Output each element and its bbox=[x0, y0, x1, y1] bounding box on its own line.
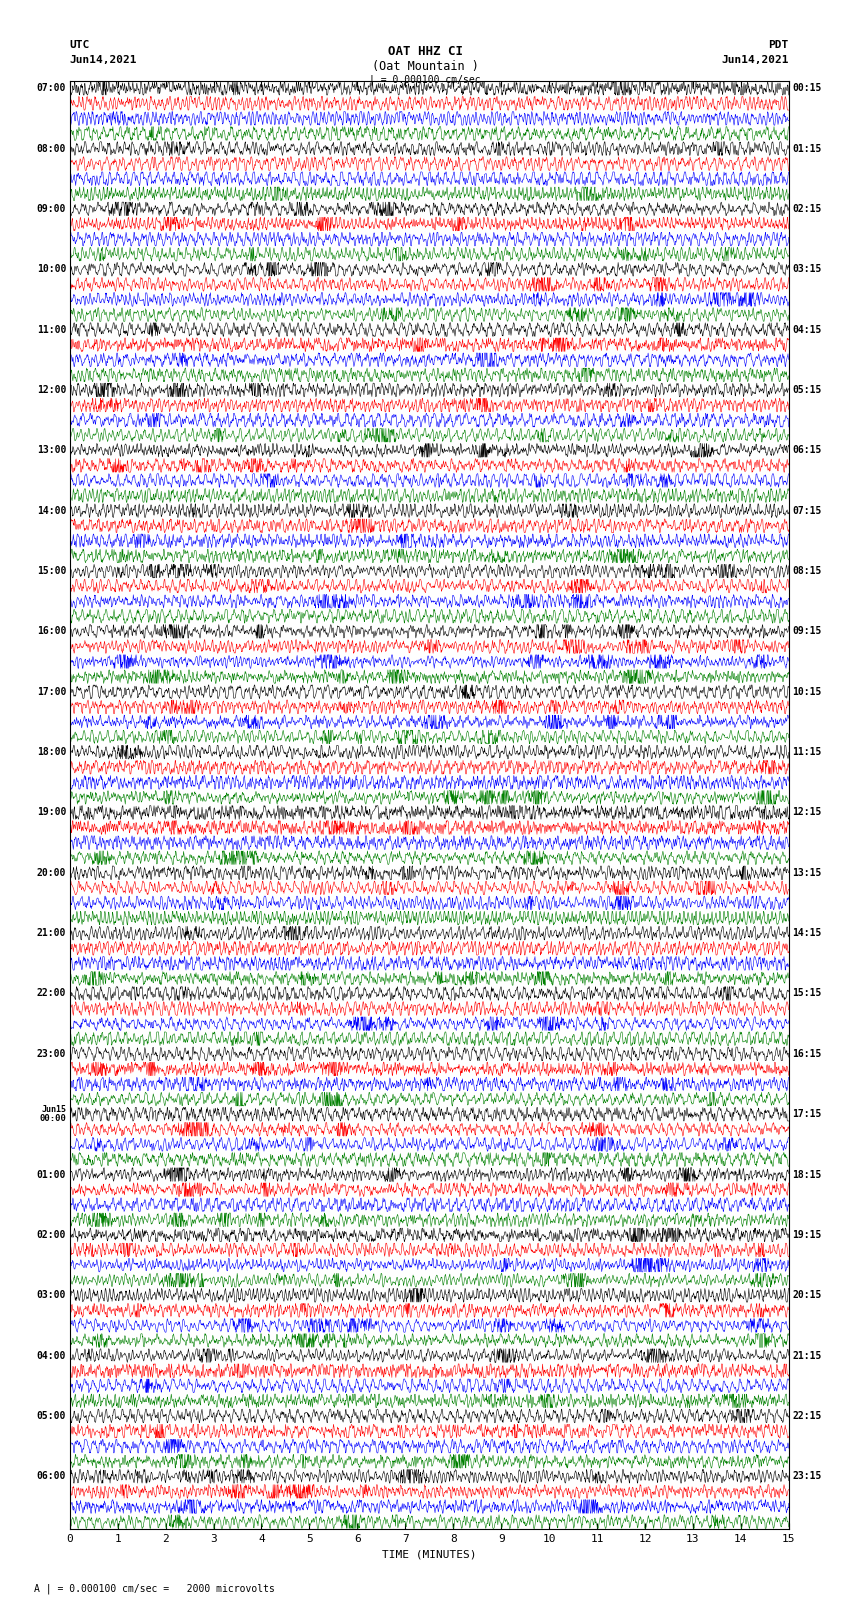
Text: 14:15: 14:15 bbox=[792, 927, 822, 939]
Text: 06:00: 06:00 bbox=[37, 1471, 66, 1481]
Text: 21:00: 21:00 bbox=[37, 927, 66, 939]
Text: 07:00: 07:00 bbox=[37, 84, 66, 94]
Text: 05:00: 05:00 bbox=[37, 1411, 66, 1421]
Text: (Oat Mountain ): (Oat Mountain ) bbox=[371, 60, 479, 73]
Text: 12:15: 12:15 bbox=[792, 808, 822, 818]
Text: 00:15: 00:15 bbox=[792, 84, 822, 94]
Text: 22:00: 22:00 bbox=[37, 989, 66, 998]
Text: 08:00: 08:00 bbox=[37, 144, 66, 153]
Text: 13:00: 13:00 bbox=[37, 445, 66, 455]
Text: 08:15: 08:15 bbox=[792, 566, 822, 576]
Text: 18:00: 18:00 bbox=[37, 747, 66, 756]
Text: 22:15: 22:15 bbox=[792, 1411, 822, 1421]
Text: Jun14,2021: Jun14,2021 bbox=[70, 55, 137, 65]
Text: 04:00: 04:00 bbox=[37, 1350, 66, 1361]
Text: 13:15: 13:15 bbox=[792, 868, 822, 877]
Text: 15:00: 15:00 bbox=[37, 566, 66, 576]
Text: Jun15: Jun15 bbox=[41, 1105, 66, 1115]
Text: 17:00: 17:00 bbox=[37, 687, 66, 697]
Text: 03:15: 03:15 bbox=[792, 265, 822, 274]
Text: 07:15: 07:15 bbox=[792, 505, 822, 516]
Text: 16:00: 16:00 bbox=[37, 626, 66, 637]
Text: 02:00: 02:00 bbox=[37, 1229, 66, 1240]
Text: OAT HHZ CI: OAT HHZ CI bbox=[388, 45, 462, 58]
X-axis label: TIME (MINUTES): TIME (MINUTES) bbox=[382, 1550, 477, 1560]
Text: 00:00: 00:00 bbox=[39, 1115, 66, 1123]
Text: 05:15: 05:15 bbox=[792, 386, 822, 395]
Text: 21:15: 21:15 bbox=[792, 1350, 822, 1361]
Text: 19:15: 19:15 bbox=[792, 1229, 822, 1240]
Text: A | = 0.000100 cm/sec =   2000 microvolts: A | = 0.000100 cm/sec = 2000 microvolts bbox=[34, 1582, 275, 1594]
Text: 14:00: 14:00 bbox=[37, 505, 66, 516]
Text: 23:00: 23:00 bbox=[37, 1048, 66, 1058]
Text: 15:15: 15:15 bbox=[792, 989, 822, 998]
Text: 06:15: 06:15 bbox=[792, 445, 822, 455]
Text: | = 0.000100 cm/sec: | = 0.000100 cm/sec bbox=[369, 74, 481, 85]
Text: 18:15: 18:15 bbox=[792, 1169, 822, 1179]
Text: 04:15: 04:15 bbox=[792, 324, 822, 334]
Text: 01:15: 01:15 bbox=[792, 144, 822, 153]
Text: 10:15: 10:15 bbox=[792, 687, 822, 697]
Text: 09:15: 09:15 bbox=[792, 626, 822, 637]
Text: 09:00: 09:00 bbox=[37, 203, 66, 215]
Text: 17:15: 17:15 bbox=[792, 1110, 822, 1119]
Text: 10:00: 10:00 bbox=[37, 265, 66, 274]
Text: 03:00: 03:00 bbox=[37, 1290, 66, 1300]
Text: 20:15: 20:15 bbox=[792, 1290, 822, 1300]
Text: 23:15: 23:15 bbox=[792, 1471, 822, 1481]
Text: 16:15: 16:15 bbox=[792, 1048, 822, 1058]
Text: 01:00: 01:00 bbox=[37, 1169, 66, 1179]
Text: 11:15: 11:15 bbox=[792, 747, 822, 756]
Text: UTC: UTC bbox=[70, 40, 90, 50]
Text: 12:00: 12:00 bbox=[37, 386, 66, 395]
Text: 11:00: 11:00 bbox=[37, 324, 66, 334]
Text: 02:15: 02:15 bbox=[792, 203, 822, 215]
Text: 20:00: 20:00 bbox=[37, 868, 66, 877]
Text: Jun14,2021: Jun14,2021 bbox=[722, 55, 789, 65]
Text: PDT: PDT bbox=[768, 40, 789, 50]
Text: 19:00: 19:00 bbox=[37, 808, 66, 818]
